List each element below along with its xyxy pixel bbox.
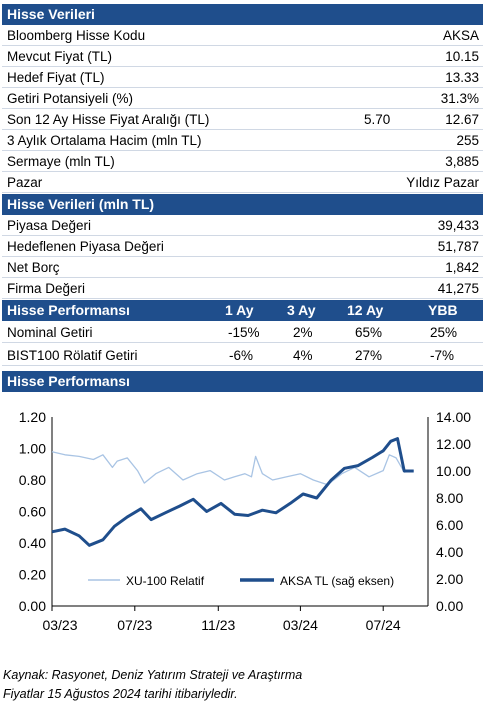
perf-value: -15% (228, 325, 260, 340)
section2-row: Piyasa Değeri 39,433 (2, 215, 483, 236)
row-label: Pazar (7, 175, 43, 190)
y-right-tick-label: 10.00 (436, 463, 471, 479)
y-left-tick-label: 0.40 (19, 535, 46, 551)
perf-value: 2% (293, 325, 313, 340)
section1-row: Pazar Yıldız Pazar (2, 172, 483, 193)
row-label: Bloomberg Hisse Kodu (7, 28, 146, 43)
performance-table-header: Hisse Performansı 1 Ay 3 Ay 12 Ay YBB (2, 300, 483, 321)
perf-row-label: Nominal Getiri (7, 325, 93, 340)
col-1-month: 1 Ay (225, 302, 254, 318)
performance-row-nominal: Nominal Getiri -15% 2% 65% 25% (2, 322, 483, 343)
y-right-tick-label: 8.00 (436, 490, 463, 506)
perf-value: -7% (430, 348, 455, 363)
perf-value: 25% (430, 325, 458, 340)
col-12-month: 12 Ay (347, 302, 384, 318)
perf-row-label: BIST100 Rölatif Getiri (7, 348, 138, 363)
section2-row: Hedeflenen Piyasa Değeri 51,787 (2, 236, 483, 257)
section1-row: Mevcut Fiyat (TL) 10.15 (2, 46, 483, 67)
y-right-tick-label: 4.00 (436, 544, 463, 560)
row-value: 13.33 (445, 70, 479, 85)
section1-row: 3 Aylık Ortalama Hacim (mln TL) 255 (2, 130, 483, 151)
y-left-tick-label: 0.20 (19, 567, 46, 583)
section-header-chart: Hisse Performansı (2, 371, 483, 392)
y-right-tick-label: 0.00 (436, 598, 463, 614)
x-tick-label: 07/23 (117, 617, 152, 633)
section1-row: Getiri Potansiyeli (%) 31.3% (2, 88, 483, 109)
row-label: Son 12 Ay Hisse Fiyat Aralığı (TL) (7, 112, 210, 127)
row-label: Getiri Potansiyeli (%) (7, 91, 134, 106)
section-header-stock-data-mln: Hisse Verileri (mln TL) (2, 194, 483, 215)
row-label: Sermaye (mln TL) (7, 154, 115, 169)
y-left-tick-label: 1.20 (19, 409, 46, 425)
section2-row: Net Borç 1,842 (2, 257, 483, 278)
y-right-tick-label: 2.00 (436, 571, 463, 587)
row-value: 39,433 (437, 218, 479, 233)
col-ytd: YBB (428, 302, 458, 318)
y-left-tick-label: 1.00 (19, 441, 46, 457)
performance-title: Hisse Performansı (7, 302, 130, 318)
section1-row: Bloomberg Hisse Kodu AKSA (2, 25, 483, 46)
row-value: Yıldız Pazar (406, 175, 479, 190)
row-label: Piyasa Değeri (7, 218, 92, 233)
row-label: Hedef Fiyat (TL) (7, 70, 105, 85)
aksa-price-line (51, 437, 414, 547)
row-value: 3,885 (445, 154, 479, 169)
row-label: Net Borç (7, 260, 60, 275)
row-value: 51,787 (437, 239, 479, 254)
source-note: Kaynak: Rasyonet, Deniz Yatırım Strateji… (3, 668, 303, 682)
section1-row: Son 12 Ay Hisse Fiyat Aralığı (TL) 5.70 12… (2, 109, 483, 130)
x-tick-label: 07/24 (366, 617, 401, 633)
section2-row: Firma Değeri 41,275 (2, 278, 483, 299)
row-value: 10.15 (445, 49, 479, 64)
row-value: 1,842 (445, 260, 479, 275)
row-value: 255 (456, 133, 479, 148)
row-value: 12.67 (445, 112, 479, 127)
x-tick-label: 11/23 (201, 617, 235, 633)
x-tick-label: 03/23 (42, 617, 77, 633)
row-label: 3 Aylık Ortalama Hacim (mln TL) (7, 133, 202, 148)
y-left-tick-label: 0.60 (19, 504, 46, 520)
range-low-value: 5.70 (364, 112, 391, 127)
x-tick-label: 03/24 (283, 617, 318, 633)
row-label: Firma Değeri (7, 281, 86, 296)
legend-label-aksa: AKSA TL (sağ eksen) (280, 574, 394, 588)
y-right-tick-label: 6.00 (436, 517, 463, 533)
y-right-tick-label: 12.00 (436, 436, 471, 452)
legend-label-xu100: XU-100 Relatif (126, 574, 205, 588)
y-right-tick-label: 14.00 (436, 409, 471, 425)
performance-row-relative: BIST100 Rölatif Getiri -6% 4% 27% -7% (2, 345, 483, 366)
price-date-note: Fiyatlar 15 Ağustos 2024 tarihi itibariy… (3, 687, 238, 701)
perf-value: 27% (355, 348, 383, 363)
perf-value: -6% (229, 348, 254, 363)
row-value: AKSA (442, 28, 479, 43)
section1-row: Hedef Fiyat (TL) 13.33 (2, 67, 483, 88)
performance-line-chart: 0.00 0.20 0.40 0.60 0.80 1.00 1.20 0.00 2.00 4.00… (19, 409, 471, 633)
y-left-tick-label: 0.80 (19, 472, 46, 488)
perf-value: 4% (293, 348, 313, 363)
col-3-month: 3 Ay (287, 302, 316, 318)
row-value: 31.3% (440, 91, 479, 106)
row-value: 41,275 (437, 281, 479, 296)
row-label: Mevcut Fiyat (TL) (7, 49, 113, 64)
section-header-stock-data: Hisse Verileri (2, 4, 483, 25)
section1-row: Sermaye (mln TL) 3,885 (2, 151, 483, 172)
xu100-relative-line (51, 451, 414, 486)
perf-value: 65% (355, 325, 383, 340)
row-label: Hedeflenen Piyasa Değeri (7, 239, 164, 254)
y-left-tick-label: 0.00 (19, 598, 46, 614)
